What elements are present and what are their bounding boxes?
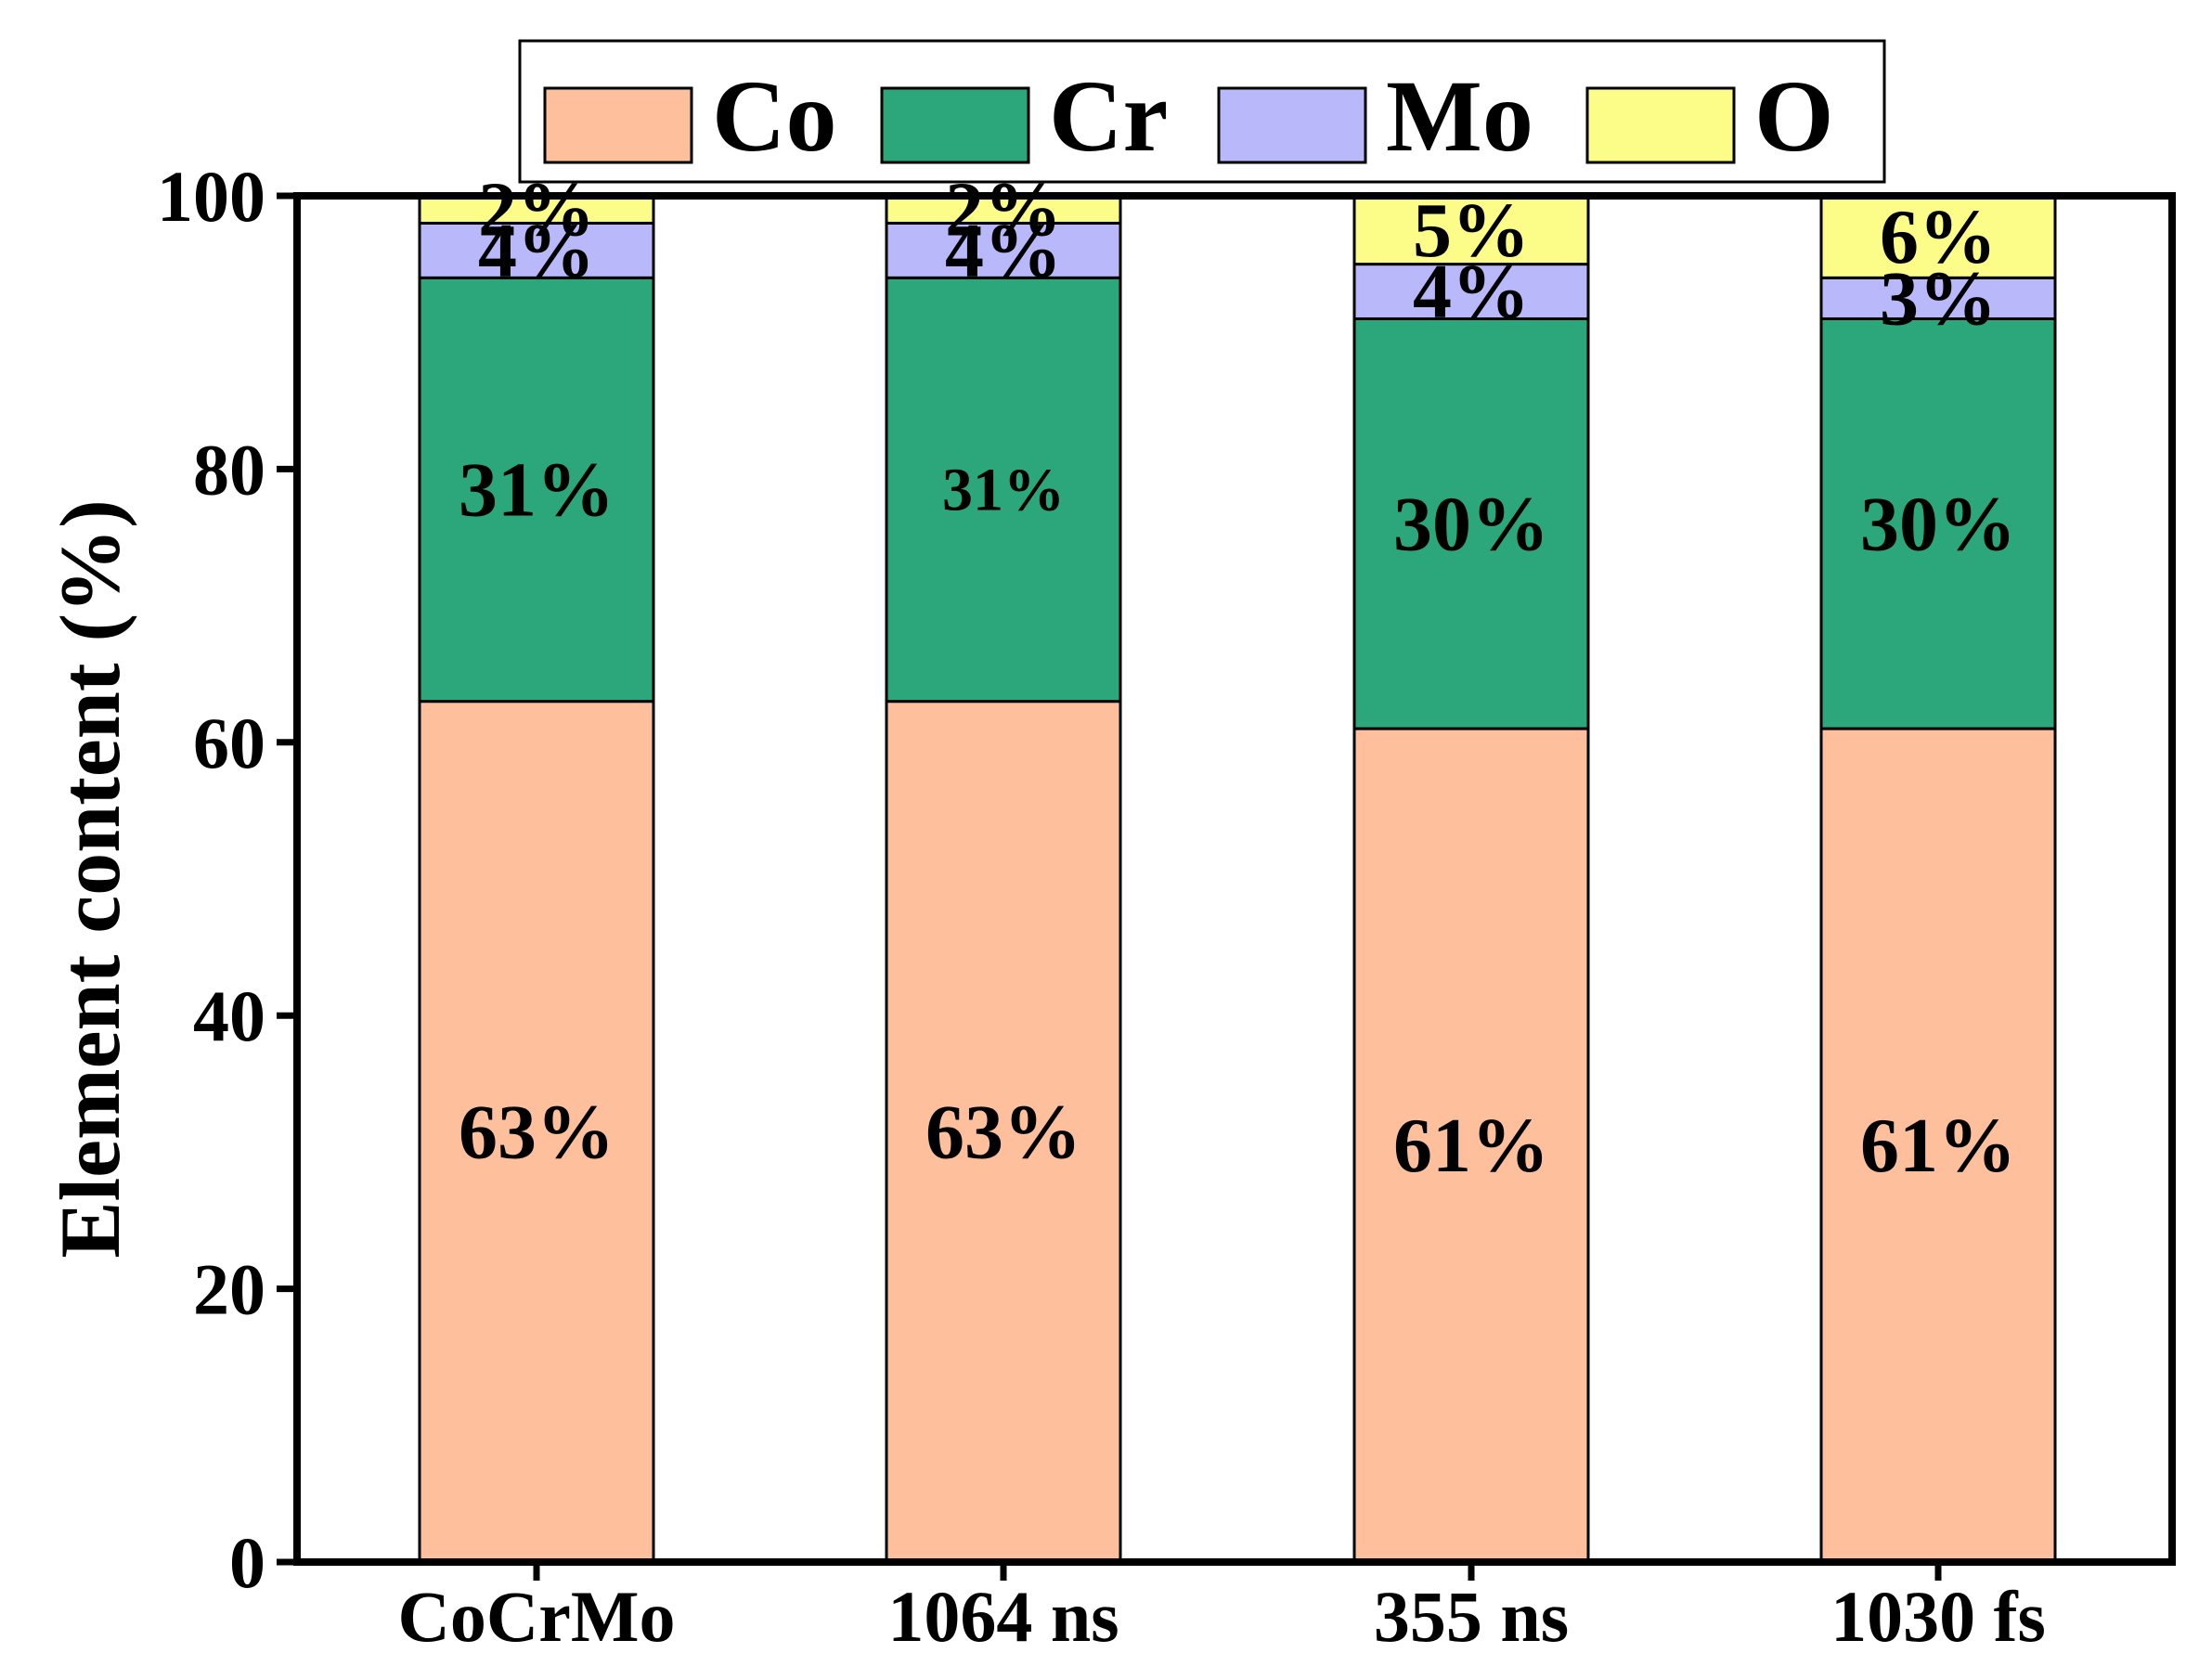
legend-swatch-cr	[880, 86, 1030, 164]
legend-swatch-o	[1585, 86, 1736, 164]
data-label-1064-ns-mo: 4%	[945, 208, 1062, 294]
x-tick-label-cocrmo: CoCrMo	[398, 1576, 676, 1653]
data-label-1030-fs-o: 6%	[1880, 194, 1997, 280]
y-tick-label-0: 0	[229, 1522, 265, 1603]
bar-1064-ns-co	[885, 700, 1122, 1564]
data-label-cocrmo-o: 2%	[478, 167, 595, 253]
y-axis: 0 20 40 60 80 100	[157, 156, 297, 1603]
bar-355-ns-mo	[1352, 263, 1590, 320]
legend: Co Cr Mo O	[518, 39, 1886, 184]
data-label-1064-ns-o: 2%	[945, 167, 1062, 253]
segment-labels: 63%31%4%2%63%31%4%2%61%30%4%5%61%30%3%6%	[459, 167, 2016, 1189]
x-tick-label-355-ns: 355 ns	[1374, 1576, 1569, 1653]
x-tick-label-1064-ns: 1064 ns	[887, 1576, 1119, 1653]
data-label-cocrmo-cr: 31%	[459, 446, 614, 533]
bar-355-ns-o	[1352, 194, 1590, 266]
data-label-355-ns-mo: 4%	[1413, 249, 1530, 335]
bar-1030-fs-o	[1819, 194, 2057, 279]
x-axis: CoCrMo 1064 ns 355 ns 1030 fs	[398, 1562, 2046, 1653]
bar-1064-ns-o	[885, 194, 1122, 225]
legend-label-o: O	[1754, 59, 1834, 173]
data-label-cocrmo-co: 63%	[459, 1089, 614, 1175]
plot-frame	[293, 192, 2176, 1566]
y-tick-label-60: 60	[193, 703, 265, 783]
legend-swatch-mo	[1217, 86, 1367, 164]
data-label-355-ns-cr: 30%	[1393, 481, 1549, 567]
bar-cocrmo-mo	[418, 221, 655, 279]
legend-swatch-co	[543, 86, 693, 164]
data-label-355-ns-o: 5%	[1413, 187, 1530, 274]
data-label-355-ns-co: 61%	[1393, 1103, 1549, 1189]
bar-355-ns-cr	[1352, 316, 1590, 730]
y-tick-label-40: 40	[193, 975, 265, 1056]
bars	[418, 194, 2057, 1564]
bar-355-ns-co	[1352, 727, 1590, 1564]
x-tick-label-1030-fs: 1030 fs	[1830, 1576, 2046, 1653]
y-tick-label-20: 20	[193, 1249, 265, 1330]
y-tick-label-100: 100	[157, 156, 265, 237]
data-label-1064-ns-co: 63%	[925, 1089, 1081, 1175]
y-tick-label-80: 80	[193, 429, 265, 510]
data-label-cocrmo-mo: 4%	[478, 208, 595, 294]
legend-label-cr: Cr	[1049, 59, 1168, 173]
bar-1030-fs-cr	[1819, 316, 2057, 730]
data-label-1064-ns-cr: 31%	[942, 456, 1065, 523]
bar-1064-ns-mo	[885, 221, 1122, 279]
legend-label-mo: Mo	[1386, 59, 1533, 173]
data-label-1030-fs-mo: 3%	[1880, 255, 1997, 342]
y-axis-title: Element content (%)	[43, 499, 137, 1259]
bar-cocrmo-co	[418, 700, 655, 1564]
bar-1064-ns-cr	[885, 276, 1122, 704]
data-label-1030-fs-cr: 30%	[1860, 481, 2016, 567]
bar-1030-fs-mo	[1819, 276, 2057, 320]
legend-label-co: Co	[712, 59, 836, 173]
data-label-1030-fs-co: 61%	[1860, 1103, 2016, 1189]
